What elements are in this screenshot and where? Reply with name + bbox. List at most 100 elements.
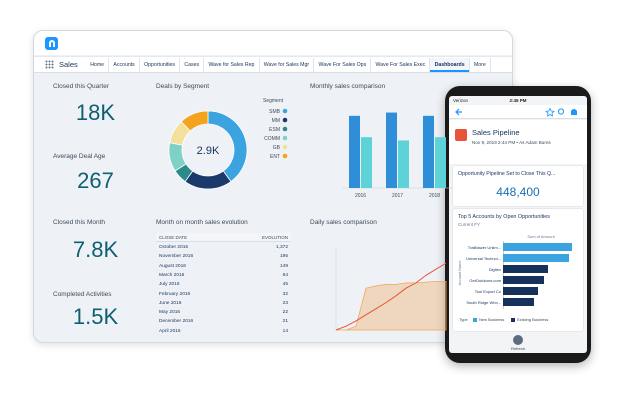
kpi-card: Opportunity Pipeline Set to Close This Q… (453, 166, 583, 206)
card-title: Closed this Month (53, 219, 106, 226)
legend-label: ENT (270, 154, 280, 160)
legend-swatch (473, 317, 477, 322)
category-label: Universal Technol... (466, 255, 501, 261)
table-card: Month on month sales evolution CLOSE DATE… (150, 214, 297, 340)
card-title: Month on month sales evolution (156, 219, 248, 226)
category-label: Digitex (488, 266, 501, 272)
line-chart (335, 248, 447, 331)
metric-card: Completed Activities 1.5K (47, 286, 144, 342)
table-row: May 2016 22 (156, 308, 291, 318)
table-cell: March 2016 (159, 272, 185, 278)
bar (423, 115, 434, 188)
nav-tab[interactable]: Home (86, 57, 110, 72)
x-tick-label: 2016 (355, 193, 366, 199)
table-cell: December 2016 (159, 319, 194, 325)
card-title: Completed Activities (53, 291, 112, 298)
category-label: Trailblazer Unlim... (467, 244, 501, 250)
legend-label: COMM (264, 136, 280, 142)
x-tick-label: 2017 (392, 193, 403, 199)
chart-card: Top 5 Accounts by Open Opportunities Curr… (453, 209, 583, 331)
nav-tab[interactable]: Dashboards (430, 57, 470, 72)
metric-value: 1.5K (72, 304, 119, 329)
nav-tab[interactable]: Wave For Sales Exec (371, 57, 431, 72)
metric-value: 18K (75, 100, 116, 125)
table-cell: 149 (279, 263, 288, 269)
record-icon (455, 129, 467, 141)
legend-label: New Business (479, 317, 505, 322)
donut-slice (184, 170, 232, 190)
kpi-title: Opportunity Pipeline Set to Close This Q… (458, 171, 556, 177)
table-cell: June 2016 (159, 300, 182, 306)
table-cell: 45 (282, 282, 288, 288)
table-row: February 2016 32 (156, 290, 291, 299)
legend-label: ESM (269, 127, 280, 133)
metric-value: 7.8K (72, 237, 119, 262)
card-title: Deals by Segment (156, 83, 210, 90)
logo-mark (48, 40, 55, 47)
legend-swatch (282, 126, 288, 132)
table-cell: April 2016 (159, 328, 181, 334)
table-header: CLOSE DATE EVOLUTION (156, 233, 291, 242)
record-subtitle: Nov 9, 2019 2:44 PM • As Adam Burns (472, 140, 551, 145)
bar (503, 265, 548, 273)
table-cell: May 2016 (159, 310, 181, 316)
search-icon (557, 108, 565, 115)
card-title: Average Deal Age (53, 153, 106, 160)
legend-swatch (511, 317, 515, 322)
table-row: August 2016 149 (156, 262, 291, 271)
record-header: Sales Pipeline Nov 9, 2019 2:44 PM • As A… (449, 120, 587, 164)
bar (503, 276, 545, 284)
bar (361, 137, 372, 188)
bar (349, 115, 360, 188)
kpi-value: 448,400 (496, 185, 540, 199)
table-row: December 2016 21 (156, 317, 291, 327)
line-card: Daily sales comparison (304, 214, 505, 340)
donut-center-label: 2.9K (197, 145, 220, 157)
app-launcher[interactable] (45, 60, 54, 69)
table-cell: 21 (282, 319, 288, 325)
table-cell: February 2016 (159, 291, 191, 297)
star-icon (545, 107, 555, 117)
nav-tab[interactable]: More (470, 57, 491, 72)
nav-tab[interactable]: Accounts (109, 57, 140, 72)
plot-axis (503, 241, 504, 309)
bar-card: Monthly sales comparison 2016 2017 2018 (304, 78, 505, 208)
record-title: Sales Pipeline (472, 128, 520, 137)
nav-tab[interactable]: Wave For Sales Ops (314, 57, 372, 72)
table-cell: 195 (279, 254, 288, 260)
legend-swatch (282, 117, 288, 123)
chart-title: Top 5 Accounts by Open Opportunities (458, 214, 550, 220)
table-cell: August 2016 (159, 263, 186, 269)
table-cell: 22 (282, 310, 288, 316)
card-title: Daily sales comparison (310, 219, 377, 226)
category-label: GetOutdoors.com (469, 277, 501, 283)
category-label: South Ridge Who... (466, 299, 501, 305)
table-row: July 2016 45 (156, 280, 291, 290)
category-label: Tool Export Co (474, 288, 501, 294)
table-row: June 2016 23 (156, 299, 291, 309)
legend-label: MM (272, 118, 280, 124)
refresh-button[interactable] (513, 335, 523, 345)
table-row: March 2016 64 (156, 271, 291, 281)
bar-chart: 2016 2017 2018 (342, 112, 453, 199)
bar (503, 287, 538, 295)
app-name: Sales (59, 60, 78, 69)
table-cell: November 2016 (159, 254, 194, 260)
legend-title: Type (459, 317, 468, 322)
table-cell: October 2016 (159, 245, 189, 250)
nav-tab[interactable]: Wave for Sales Mgr (260, 57, 315, 72)
legend-swatch (282, 144, 288, 150)
column-header: EVOLUTION (261, 235, 288, 240)
phone-content: Verizon 2:45 PM Sales Pipeline Nov 9, 2019 … (449, 96, 587, 353)
nav-tab[interactable]: Cases (180, 57, 205, 72)
line (335, 262, 447, 331)
table-cell: 1,372 (275, 245, 288, 250)
nav-bar (34, 56, 512, 73)
table-cell: 14 (282, 328, 288, 334)
bar (398, 140, 409, 188)
status-carrier: Verizon (453, 98, 469, 103)
nav-tab[interactable]: Wave for Sales Rep (204, 57, 260, 72)
table-cell: 23 (282, 300, 288, 306)
nav-tab[interactable]: Opportunities (140, 57, 181, 72)
